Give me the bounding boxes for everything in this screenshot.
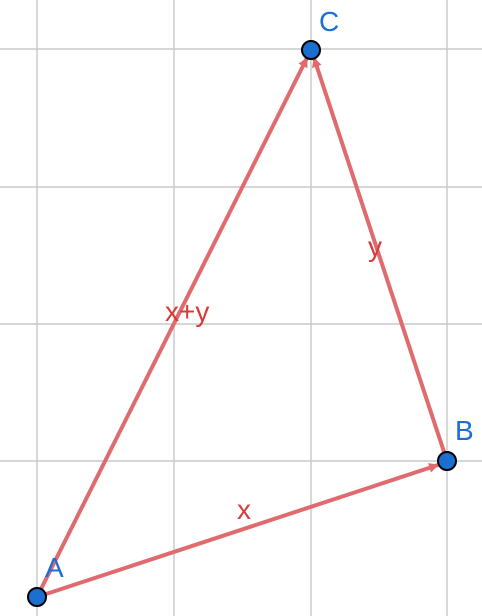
vector-bc	[312, 57, 449, 462]
vector-labels: x x+y y	[165, 231, 382, 525]
vector-bc-label: y	[368, 231, 382, 262]
point-a-label: A	[45, 552, 64, 583]
vector-ac-label: x+y	[165, 296, 209, 327]
point-b[interactable]	[437, 451, 457, 471]
point-c-label: C	[319, 6, 339, 37]
vector-ac	[35, 57, 309, 598]
point-b-label: B	[455, 415, 474, 446]
points	[27, 40, 457, 607]
vector-ab	[36, 463, 439, 599]
vectors	[35, 57, 449, 599]
vector-ab-label: x	[237, 494, 251, 525]
point-c[interactable]	[301, 40, 321, 60]
point-a[interactable]	[27, 587, 47, 607]
point-labels: A B C	[45, 6, 474, 583]
